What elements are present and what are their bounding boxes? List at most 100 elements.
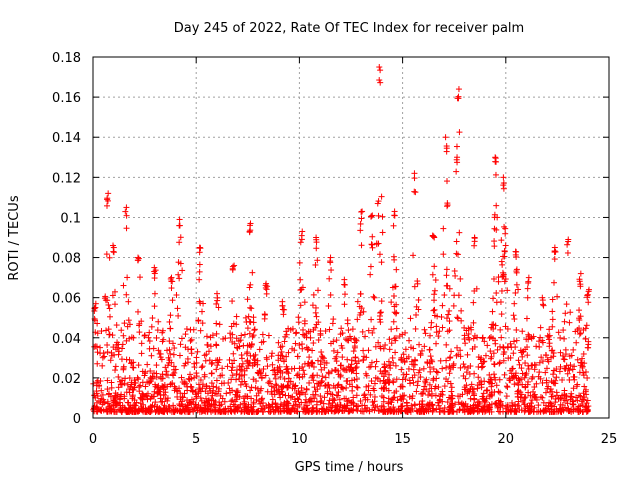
data-point — [120, 332, 127, 339]
x-tick-label: 25 — [601, 432, 618, 447]
data-point — [423, 402, 430, 409]
data-point — [120, 282, 127, 289]
data-point — [511, 381, 518, 388]
data-point — [306, 354, 313, 361]
data-point — [498, 311, 505, 318]
data-point — [515, 286, 522, 293]
data-point — [504, 287, 511, 294]
data-point — [510, 312, 517, 319]
data-point — [376, 251, 383, 258]
data-point — [250, 314, 257, 321]
data-point — [314, 372, 321, 379]
data-point-peak — [263, 286, 270, 293]
data-point — [317, 393, 324, 400]
data-point — [497, 298, 504, 305]
data-point — [550, 279, 557, 286]
data-point — [502, 242, 509, 249]
data-point — [197, 377, 204, 384]
data-point — [440, 251, 447, 258]
data-point — [399, 376, 406, 383]
data-point — [549, 393, 556, 400]
data-point — [125, 298, 132, 305]
data-point — [151, 303, 158, 310]
data-point — [500, 344, 507, 351]
data-point — [376, 312, 383, 319]
data-point — [330, 347, 337, 354]
data-point — [412, 325, 419, 332]
data-point — [292, 330, 299, 337]
data-point — [431, 297, 438, 304]
data-point — [94, 360, 101, 367]
data-point — [135, 308, 142, 315]
data-point — [148, 352, 155, 359]
data-point — [297, 276, 304, 283]
data-point — [431, 291, 438, 298]
data-point — [367, 271, 374, 278]
data-point — [433, 340, 440, 347]
data-point-peak — [376, 77, 383, 84]
data-point — [460, 361, 467, 368]
data-point — [511, 316, 518, 323]
data-point — [378, 193, 385, 200]
data-point — [375, 212, 382, 219]
data-point — [432, 277, 439, 284]
data-point — [107, 357, 114, 364]
data-point — [307, 395, 314, 402]
data-point — [536, 359, 543, 366]
data-point — [427, 324, 434, 331]
data-point — [566, 376, 573, 383]
y-tick-label: 0.1 — [60, 211, 81, 226]
data-point — [497, 389, 504, 396]
data-point — [550, 371, 557, 378]
data-point — [113, 322, 120, 329]
data-point — [247, 281, 254, 288]
data-point — [175, 271, 182, 278]
data-point — [110, 344, 117, 351]
data-point — [124, 274, 131, 281]
data-point — [451, 268, 458, 275]
data-point — [296, 342, 303, 349]
data-point — [302, 391, 309, 398]
data-point — [223, 390, 230, 397]
data-point — [98, 328, 105, 335]
data-point — [390, 379, 397, 386]
data-point — [137, 274, 144, 281]
data-point — [542, 389, 549, 396]
data-point — [491, 243, 498, 250]
data-point — [516, 361, 523, 368]
data-point — [238, 352, 245, 359]
data-point — [457, 364, 464, 371]
data-point — [278, 348, 285, 355]
data-point — [427, 368, 434, 375]
chart-title: Day 245 of 2022, Rate Of TEC Index for r… — [174, 21, 524, 36]
data-point — [439, 324, 446, 331]
data-point — [178, 335, 185, 342]
data-point — [503, 383, 510, 390]
data-point-peak — [176, 222, 183, 229]
data-point — [436, 328, 443, 335]
data-point — [461, 363, 468, 370]
data-point — [461, 324, 468, 331]
data-point — [309, 302, 316, 309]
data-point — [559, 402, 566, 409]
data-point — [312, 261, 319, 268]
data-point — [446, 355, 453, 362]
data-point — [370, 325, 377, 332]
data-point — [368, 378, 375, 385]
data-point — [439, 302, 446, 309]
data-point — [509, 365, 516, 372]
data-point-peak — [577, 270, 584, 277]
data-point — [108, 384, 115, 391]
data-point — [357, 290, 364, 297]
data-point-peak — [168, 274, 175, 281]
data-point — [149, 315, 156, 322]
data-point — [164, 372, 171, 379]
data-point — [415, 296, 422, 303]
x-tick-label: 20 — [498, 432, 515, 447]
data-point-peak — [229, 266, 236, 273]
data-point — [561, 318, 568, 325]
data-point — [453, 250, 460, 257]
data-point — [301, 317, 308, 324]
data-point — [479, 363, 486, 370]
data-point — [505, 355, 512, 362]
